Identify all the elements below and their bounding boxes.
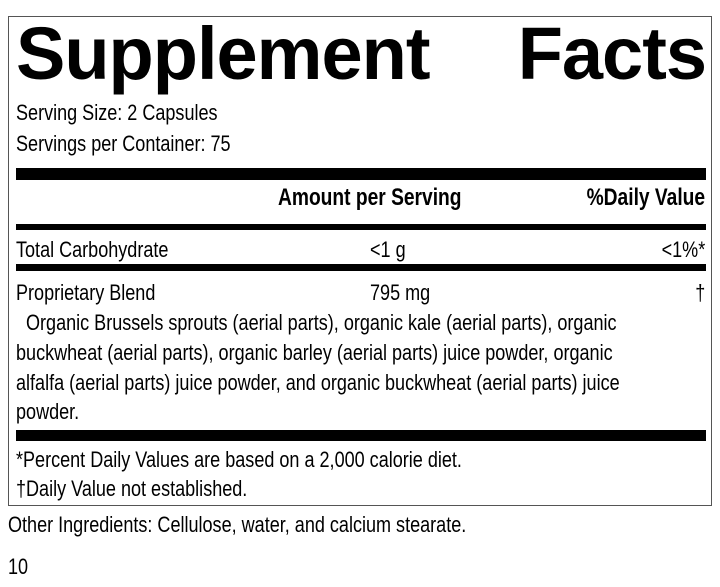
footnote-percent: *Percent Daily Values are based on a 2,0… (16, 447, 462, 472)
blend-ingredients-line: powder. (16, 399, 80, 424)
serving-size: Serving Size: 2 Capsules (16, 100, 218, 125)
row-amount: <1 g (370, 237, 406, 262)
page-number: 10 (8, 554, 29, 579)
header-amount: Amount per Serving (278, 184, 462, 211)
supplement-facts-panel (8, 16, 712, 506)
other-ingredients: Other Ingredients: Cellulose, water, and… (8, 512, 467, 537)
blend-ingredients-line: alfalfa (aerial parts) juice powder, and… (16, 370, 620, 395)
row-amount: 795 mg (370, 280, 431, 305)
row-name: Total Carbohydrate (16, 237, 169, 262)
divider-thick (16, 168, 706, 180)
blend-ingredients-line: Organic Brussels sprouts (aerial parts),… (26, 310, 617, 335)
servings-per-container: Servings per Container: 75 (16, 131, 231, 156)
row-dv: <1%* (661, 237, 705, 262)
row-name: Proprietary Blend (16, 280, 156, 305)
footnote-dagger: †Daily Value not established. (16, 476, 248, 501)
header-daily-value: %Daily Value (586, 184, 705, 211)
title-word: Supplement (16, 12, 430, 95)
title-word: Facts (517, 12, 707, 95)
panel-title: Supplement Facts (16, 12, 707, 95)
row-dv: † (694, 280, 705, 305)
divider-thick (16, 430, 706, 441)
divider-medium (16, 224, 706, 230)
divider-medium (16, 264, 706, 271)
blend-ingredients-line: buckwheat (aerial parts), organic barley… (16, 340, 613, 365)
